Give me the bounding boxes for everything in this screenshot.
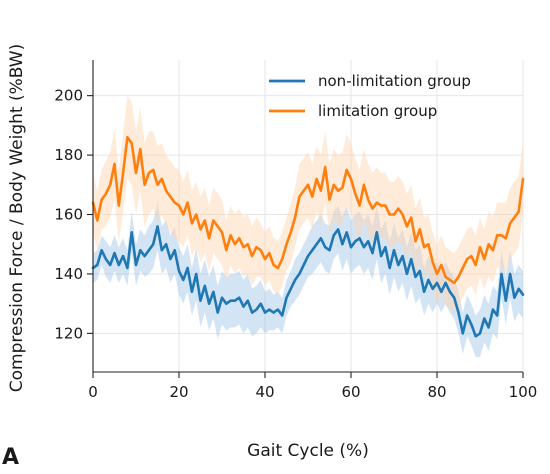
y-axis-title: Compression Force / Body Weight (%BW) xyxy=(7,44,27,392)
legend-label-1: limitation group xyxy=(318,102,437,120)
y-tick-label: 160 xyxy=(54,206,83,224)
x-tick-label: 100 xyxy=(509,383,538,401)
series-1-line xyxy=(91,136,525,285)
x-tick-label: 0 xyxy=(88,383,98,401)
x-tick-label: 40 xyxy=(255,383,274,401)
series-1-band xyxy=(93,95,523,313)
series-0-line xyxy=(91,225,525,338)
y-tick-label: 180 xyxy=(54,146,83,164)
series-0-band xyxy=(93,202,523,358)
y-tick-label: 140 xyxy=(54,265,83,283)
legend: non-limitation group limitation group xyxy=(269,72,471,120)
grid xyxy=(92,60,524,372)
x-tick-label: 60 xyxy=(341,383,360,401)
y-tick-label: 120 xyxy=(54,324,83,342)
x-tick-label: 20 xyxy=(169,383,188,401)
y-tick-label: 200 xyxy=(54,87,83,105)
x-tick-label: 80 xyxy=(427,383,446,401)
legend-label-0: non-limitation group xyxy=(318,72,471,90)
panel-letter: A xyxy=(2,445,19,470)
confidence-bands xyxy=(93,95,523,358)
series-lines xyxy=(91,136,525,338)
axes: 0 20 40 60 80 100 120 140 160 180 200 xyxy=(54,60,537,401)
x-axis-title: Gait Cycle (%) xyxy=(247,441,369,461)
